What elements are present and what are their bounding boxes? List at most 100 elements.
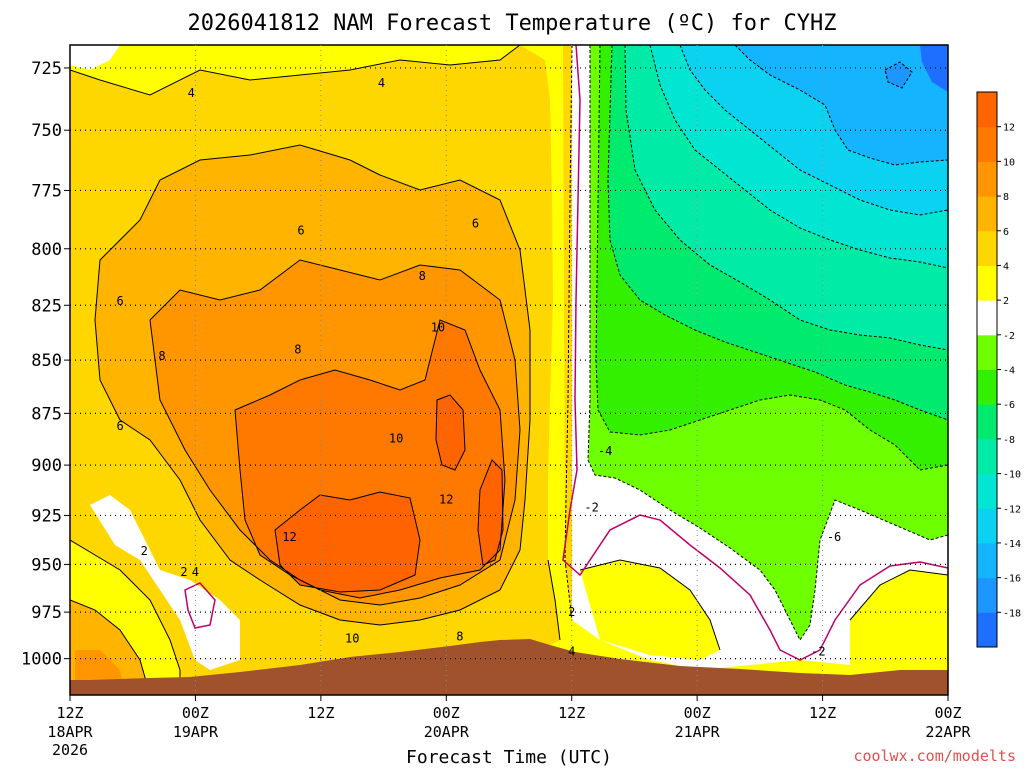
colorbar-swatch: [977, 508, 997, 544]
y-tick-label: 1000: [21, 650, 62, 670]
contour-plus4: [70, 45, 521, 96]
zero-isotherm: [184, 45, 948, 661]
zero-isotherm-left: [184, 582, 216, 629]
contour-label: 10: [345, 631, 359, 645]
zero-isotherm-main: [562, 45, 948, 661]
contour-plus2-far-right: [849, 569, 948, 621]
y-tick-label: 900: [31, 456, 62, 476]
colorbar-swatch: [977, 542, 997, 579]
colorbar-swatch: [977, 577, 997, 613]
credit-text: coolwx.com/modelts: [853, 747, 1016, 765]
x-axis-label: Forecast Time (UTC): [406, 747, 612, 768]
contour-label: 4: [188, 86, 195, 100]
contour-label: 8: [456, 629, 463, 643]
contour-label: 6: [117, 294, 124, 308]
y-tick-label: 975: [31, 603, 62, 623]
colorbar-swatch: [977, 126, 997, 162]
contour-label: 2: [568, 605, 575, 619]
colorbar-label: 12: [1003, 123, 1015, 134]
contour-label: -4: [598, 444, 612, 458]
contour-label: 4: [568, 644, 575, 658]
fill-band-plus2-right: [580, 560, 720, 660]
colorbar-label: -2: [1003, 331, 1015, 342]
contour-label: 10: [389, 431, 403, 445]
y-tick-label: 750: [31, 121, 62, 141]
contour-plus10: [234, 319, 506, 599]
y-tick-label: 925: [31, 506, 62, 526]
colorbar-label: 2: [1003, 296, 1009, 307]
colorbar-swatch: [977, 404, 997, 440]
contour-label: 6: [297, 223, 304, 237]
colorbar-swatch: [977, 230, 997, 266]
colorbar-swatch: [977, 334, 997, 370]
colorbar-label: -6: [1003, 400, 1015, 411]
terrain-fill: [70, 639, 948, 695]
colorbar-label: 10: [1003, 157, 1015, 168]
contour-lines: [70, 45, 948, 695]
colorbar: -18 -16 -14 -12 -10 -8 -6 -4 -2 2 4 6 8 10 12: [976, 91, 1021, 648]
colorbar-swatch: [977, 473, 997, 509]
x-tick-label: 00Z: [684, 704, 711, 722]
y-tick-label: 850: [31, 351, 62, 371]
fill-lobe-white-left: [70, 45, 120, 70]
x-tick-label: 12Z: [307, 704, 334, 722]
contour-plus12-b: [435, 394, 466, 471]
contour-minus14: [679, 45, 948, 216]
contour-label: 2: [141, 544, 148, 558]
contour-plus4-right: [579, 559, 721, 651]
colorbar-label: -18: [1003, 608, 1021, 619]
chart-title: 2026041812 NAM Forecast Temperature (ºC)…: [187, 11, 836, 36]
contour-label: 12: [282, 530, 296, 544]
contour-label: 12: [439, 492, 453, 506]
x-tick-label: 00Z: [934, 704, 961, 722]
contour-minus12: [649, 45, 948, 269]
contour-label: 8: [158, 349, 165, 363]
colorbar-label: -12: [1003, 504, 1021, 515]
x-tick-label: 00Z: [433, 704, 460, 722]
colorbar-label: 8: [1003, 192, 1009, 203]
contour-plus2-right: [547, 559, 561, 641]
fill-band-plus12-b: [436, 395, 465, 470]
contour-plus4-left: [70, 599, 151, 695]
x-tick-label: 00Z: [182, 704, 209, 722]
contour-plus6: [94, 144, 531, 626]
x-tick-year: 2026: [52, 741, 88, 759]
colorbar-swatch: [977, 438, 997, 475]
contour-label: -6: [827, 530, 841, 544]
gridlines: [70, 45, 948, 695]
contour-plus12: [274, 491, 421, 593]
fill-band-plus12: [275, 492, 420, 592]
y-tick-label: 950: [31, 555, 62, 575]
x-tick-date: 19APR: [173, 723, 219, 741]
colorbar-swatch: [977, 92, 997, 128]
x-tick-label: 12Z: [809, 704, 836, 722]
x-tick-date: 18APR: [47, 723, 93, 741]
contour-minus18: [884, 61, 913, 89]
fill-band-minus20: [920, 45, 948, 92]
colorbar-swatch: [977, 196, 997, 232]
colorbar-swatch: [977, 161, 997, 197]
x-tick-date: 20APR: [424, 723, 470, 741]
y-axis-ticks: 725 750 775 800 825 850 875 900 925 950 975 1000: [21, 59, 70, 670]
colorbar-label: 4: [1003, 261, 1009, 272]
colorbar-label: 6: [1003, 227, 1009, 238]
plot-border: [69, 44, 949, 696]
fill-band-plus12-c: [478, 460, 503, 565]
y-tick-label: 725: [31, 59, 62, 79]
y-tick-label: 800: [31, 240, 62, 260]
colorbar-label: -4: [1003, 366, 1015, 377]
colorbar-label: -8: [1003, 435, 1015, 446]
y-tick-label: 825: [31, 296, 62, 316]
contour-label: 4: [378, 76, 385, 90]
colorbar-swatch: [977, 300, 997, 336]
contour-minus6: [595, 45, 948, 471]
fill-band-plus2-far-right: [850, 570, 948, 695]
contour-minus8: [607, 45, 948, 421]
y-tick-label: 875: [31, 404, 62, 424]
contour-label: 4: [192, 565, 199, 579]
contour-label: 8: [419, 269, 426, 283]
x-tick-label: 12Z: [558, 704, 585, 722]
contour-label: -2: [584, 500, 598, 514]
